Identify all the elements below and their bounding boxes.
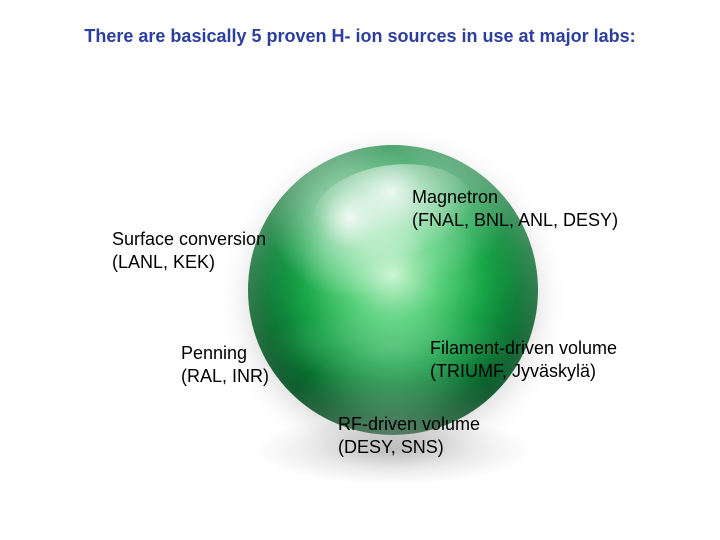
- label-line2: (RAL, INR): [181, 365, 269, 388]
- label-line1: Magnetron: [412, 186, 618, 209]
- label-penning: Penning (RAL, INR): [181, 342, 269, 387]
- label-surface-conversion: Surface conversion (LANL, KEK): [112, 228, 266, 273]
- label-line1: Surface conversion: [112, 228, 266, 251]
- label-line1: Filament-driven volume: [430, 337, 617, 360]
- label-line2: (TRIUMF, Jyväskylä): [430, 360, 617, 383]
- label-line2: (LANL, KEK): [112, 251, 266, 274]
- page-title: There are basically 5 proven H- ion sour…: [0, 26, 720, 47]
- label-line1: Penning: [181, 342, 269, 365]
- label-line1: RF-driven volume: [338, 413, 480, 436]
- label-line2: (DESY, SNS): [338, 436, 480, 459]
- label-rf-driven: RF-driven volume (DESY, SNS): [338, 413, 480, 458]
- label-magnetron: Magnetron (FNAL, BNL, ANL, DESY): [412, 186, 618, 231]
- label-filament-driven: Filament-driven volume (TRIUMF, Jyväskyl…: [430, 337, 617, 382]
- label-line2: (FNAL, BNL, ANL, DESY): [412, 209, 618, 232]
